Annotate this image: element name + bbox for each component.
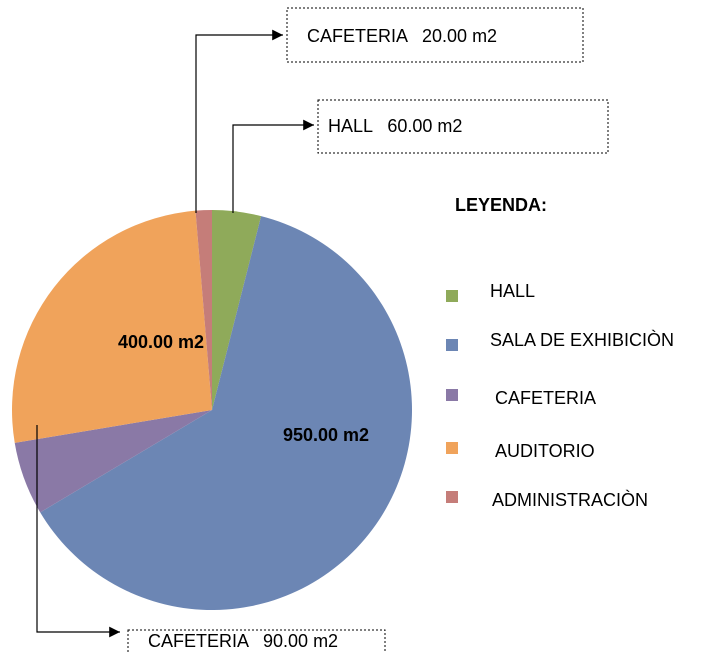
legend-label: CAFETERIA: [495, 388, 596, 408]
leader-line: [36, 425, 120, 638]
data-label: CAFETERIA 90.00 m2: [148, 631, 338, 651]
legend-swatch: [446, 389, 458, 401]
callout-box: [286, 7, 584, 63]
legend-title: LEYENDA:: [455, 195, 547, 215]
data-label: 400.00 m2: [118, 332, 204, 352]
legend-swatch: [446, 339, 458, 351]
callout-box: [127, 629, 386, 652]
leader-line: [195, 29, 283, 213]
leader-line: [232, 119, 314, 213]
data-label: HALL 60.00 m2: [328, 116, 462, 136]
legend-swatch: [446, 491, 458, 503]
legend-label: AUDITORIO: [495, 441, 595, 461]
data-label: 950.00 m2: [283, 425, 369, 445]
legend-swatch: [446, 290, 458, 302]
legend-swatch: [446, 442, 458, 454]
legend-label: ADMINISTRACIÒN: [492, 489, 648, 510]
legend-label: HALL: [490, 281, 535, 301]
pie-slice: [40, 216, 412, 611]
pie-slice: [195, 210, 212, 410]
pie-slice: [14, 410, 213, 513]
callout-box: [317, 99, 609, 154]
legend-label: SALA DE EXHIBICIÒN: [490, 329, 674, 350]
pie-slice: [212, 210, 262, 410]
pie-slice: [12, 210, 213, 443]
data-label: CAFETERIA 20.00 m2: [307, 26, 497, 46]
